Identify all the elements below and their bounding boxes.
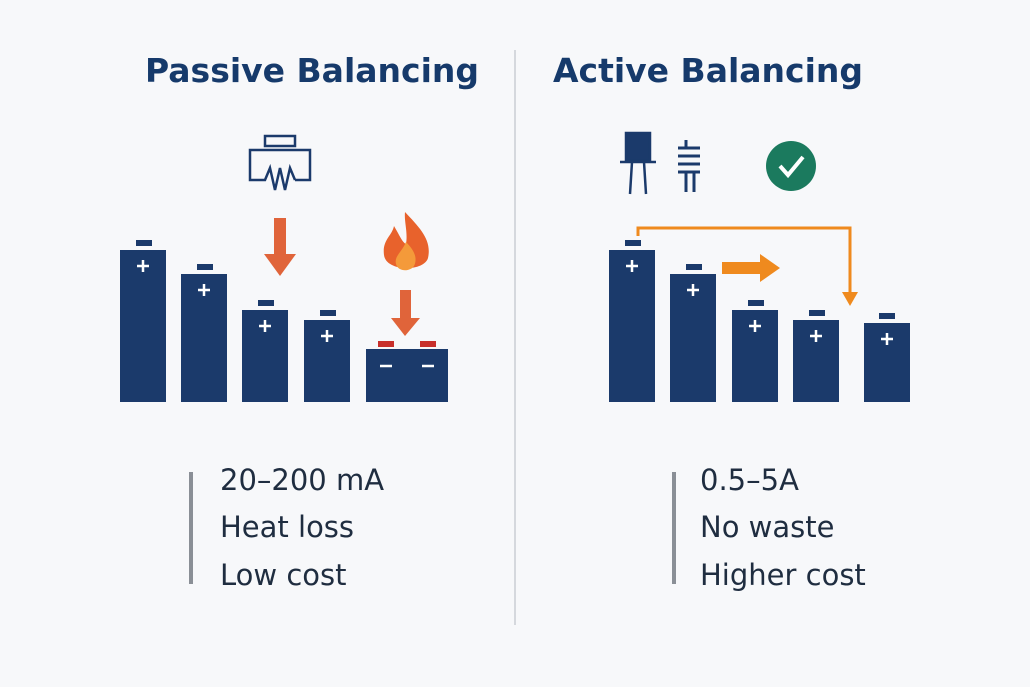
battery-cells [120,240,448,402]
inductor-icon [678,140,700,192]
left-line: Low cost [220,558,347,592]
check-icon [766,141,816,191]
right-line: No waste [700,510,834,544]
transistor-icon [620,131,656,195]
down-arrow [391,290,420,336]
left-line: Heat loss [220,510,354,544]
left-title: Passive Balancing [145,51,479,90]
right-title: Active Balancing [553,51,863,90]
transfer-arrow [636,226,858,306]
left-line: 20–200 mA [220,463,384,497]
right-line: 0.5–5A [700,463,799,497]
down-arrow [264,218,296,276]
right-line: Higher cost [700,558,866,592]
flame-icon [383,212,429,271]
resistor-icon [248,134,312,191]
battery-cells [609,240,910,402]
